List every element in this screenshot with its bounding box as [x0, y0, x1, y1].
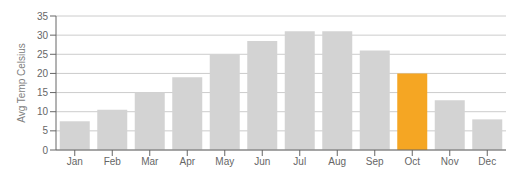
svg-text:15: 15	[37, 87, 49, 98]
svg-text:Nov: Nov	[441, 156, 459, 167]
svg-text:Sep: Sep	[366, 156, 384, 167]
svg-text:Aug: Aug	[328, 156, 346, 167]
svg-text:5: 5	[42, 125, 48, 136]
svg-text:Mar: Mar	[141, 156, 159, 167]
svg-text:0: 0	[42, 145, 48, 156]
svg-text:Jun: Jun	[254, 156, 270, 167]
svg-text:Oct: Oct	[404, 156, 420, 167]
svg-text:10: 10	[37, 106, 49, 117]
svg-text:Feb: Feb	[104, 156, 122, 167]
svg-text:Jul: Jul	[293, 156, 306, 167]
svg-text:Avg Temp Celsius: Avg Temp Celsius	[16, 43, 27, 123]
svg-text:Jan: Jan	[67, 156, 83, 167]
svg-text:35: 35	[37, 11, 49, 22]
svg-text:May: May	[215, 156, 234, 167]
svg-text:30: 30	[37, 30, 49, 41]
svg-text:20: 20	[37, 68, 49, 79]
svg-text:Dec: Dec	[478, 156, 496, 167]
svg-text:Apr: Apr	[179, 156, 195, 167]
svg-text:25: 25	[37, 49, 49, 60]
